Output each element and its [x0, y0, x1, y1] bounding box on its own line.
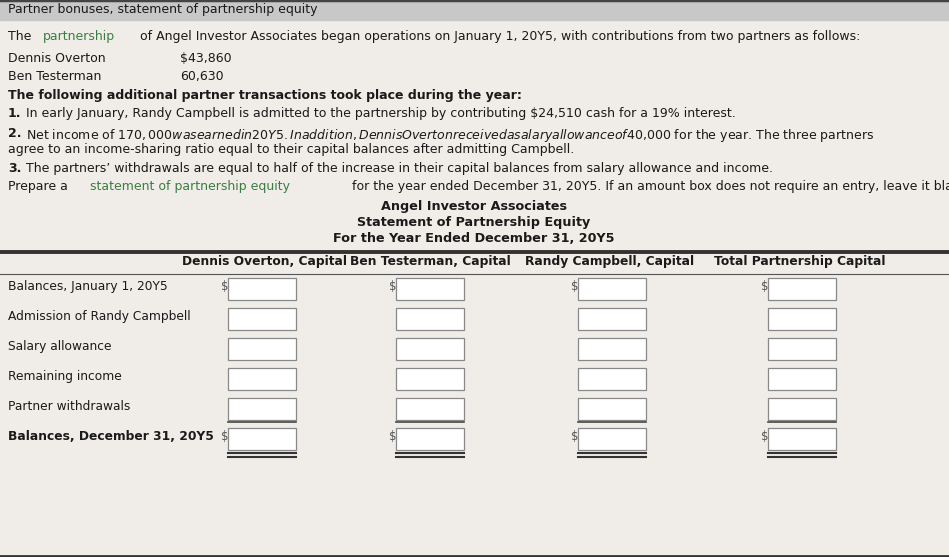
Text: Dennis Overton: Dennis Overton	[8, 52, 105, 65]
Text: Admission of Randy Campbell: Admission of Randy Campbell	[8, 310, 191, 323]
FancyBboxPatch shape	[228, 278, 296, 300]
FancyBboxPatch shape	[396, 428, 464, 450]
Text: agree to an income-sharing ratio equal to their capital balances after admitting: agree to an income-sharing ratio equal t…	[8, 143, 574, 156]
Text: Prepare a: Prepare a	[8, 180, 72, 193]
Text: The: The	[8, 30, 35, 43]
Text: for the year ended December 31, 20Y5. If an amount box does not require an entry: for the year ended December 31, 20Y5. If…	[348, 180, 949, 193]
FancyBboxPatch shape	[396, 338, 464, 360]
FancyBboxPatch shape	[228, 398, 296, 420]
Text: Dennis Overton, Capital: Dennis Overton, Capital	[182, 255, 347, 268]
Text: 3.: 3.	[8, 162, 22, 175]
Text: $: $	[221, 430, 229, 443]
Text: $43,860: $43,860	[180, 52, 232, 65]
Text: $: $	[389, 430, 397, 443]
FancyBboxPatch shape	[228, 338, 296, 360]
FancyBboxPatch shape	[396, 278, 464, 300]
FancyBboxPatch shape	[578, 368, 646, 390]
FancyBboxPatch shape	[768, 308, 836, 330]
Text: Statement of Partnership Equity: Statement of Partnership Equity	[358, 216, 590, 229]
FancyBboxPatch shape	[228, 368, 296, 390]
Text: Remaining income: Remaining income	[8, 370, 121, 383]
FancyBboxPatch shape	[578, 278, 646, 300]
FancyBboxPatch shape	[228, 308, 296, 330]
FancyBboxPatch shape	[768, 338, 836, 360]
Text: Partner bonuses, statement of partnership equity: Partner bonuses, statement of partnershi…	[8, 3, 318, 17]
Text: $: $	[571, 280, 578, 293]
FancyBboxPatch shape	[768, 398, 836, 420]
FancyBboxPatch shape	[228, 428, 296, 450]
Text: statement of partnership equity: statement of partnership equity	[90, 180, 290, 193]
Text: $: $	[221, 280, 229, 293]
Bar	[0, 0, 949, 20]
Text: Balances, December 31, 20Y5: Balances, December 31, 20Y5	[8, 430, 214, 443]
FancyBboxPatch shape	[396, 368, 464, 390]
Text: 60,630: 60,630	[180, 70, 224, 83]
Text: The following additional partner transactions took place during the year:: The following additional partner transac…	[8, 89, 522, 102]
Text: Net income of $170,000 was earned in 20Y5. In addition, Dennis Overton received : Net income of $170,000 was earned in 20Y…	[26, 127, 874, 144]
Text: Ben Testerman: Ben Testerman	[8, 70, 102, 83]
Text: $: $	[389, 280, 397, 293]
Text: The partners’ withdrawals are equal to half of the increase in their capital bal: The partners’ withdrawals are equal to h…	[26, 162, 773, 175]
FancyBboxPatch shape	[578, 428, 646, 450]
Text: $: $	[761, 280, 769, 293]
Text: Angel Investor Associates: Angel Investor Associates	[381, 200, 567, 213]
Text: In early January, Randy Campbell is admitted to the partnership by contributing : In early January, Randy Campbell is admi…	[26, 107, 735, 120]
Text: Total Partnership Capital: Total Partnership Capital	[715, 255, 885, 268]
FancyBboxPatch shape	[578, 338, 646, 360]
Text: partnership: partnership	[44, 30, 116, 43]
FancyBboxPatch shape	[768, 428, 836, 450]
Text: of Angel Investor Associates began operations on January 1, 20Y5, with contribut: of Angel Investor Associates began opera…	[137, 30, 861, 43]
FancyBboxPatch shape	[578, 398, 646, 420]
Text: Ben Testerman, Capital: Ben Testerman, Capital	[349, 255, 511, 268]
Text: Salary allowance: Salary allowance	[8, 340, 111, 353]
FancyBboxPatch shape	[768, 278, 836, 300]
FancyBboxPatch shape	[578, 308, 646, 330]
FancyBboxPatch shape	[768, 368, 836, 390]
FancyBboxPatch shape	[396, 308, 464, 330]
Text: Randy Campbell, Capital: Randy Campbell, Capital	[526, 255, 695, 268]
Text: Partner withdrawals: Partner withdrawals	[8, 400, 130, 413]
Text: $: $	[571, 430, 578, 443]
Text: Balances, January 1, 20Y5: Balances, January 1, 20Y5	[8, 280, 168, 293]
Text: For the Year Ended December 31, 20Y5: For the Year Ended December 31, 20Y5	[333, 232, 615, 245]
Text: 1.: 1.	[8, 107, 22, 120]
Text: $: $	[761, 430, 769, 443]
Text: 2.: 2.	[8, 127, 22, 140]
FancyBboxPatch shape	[396, 398, 464, 420]
